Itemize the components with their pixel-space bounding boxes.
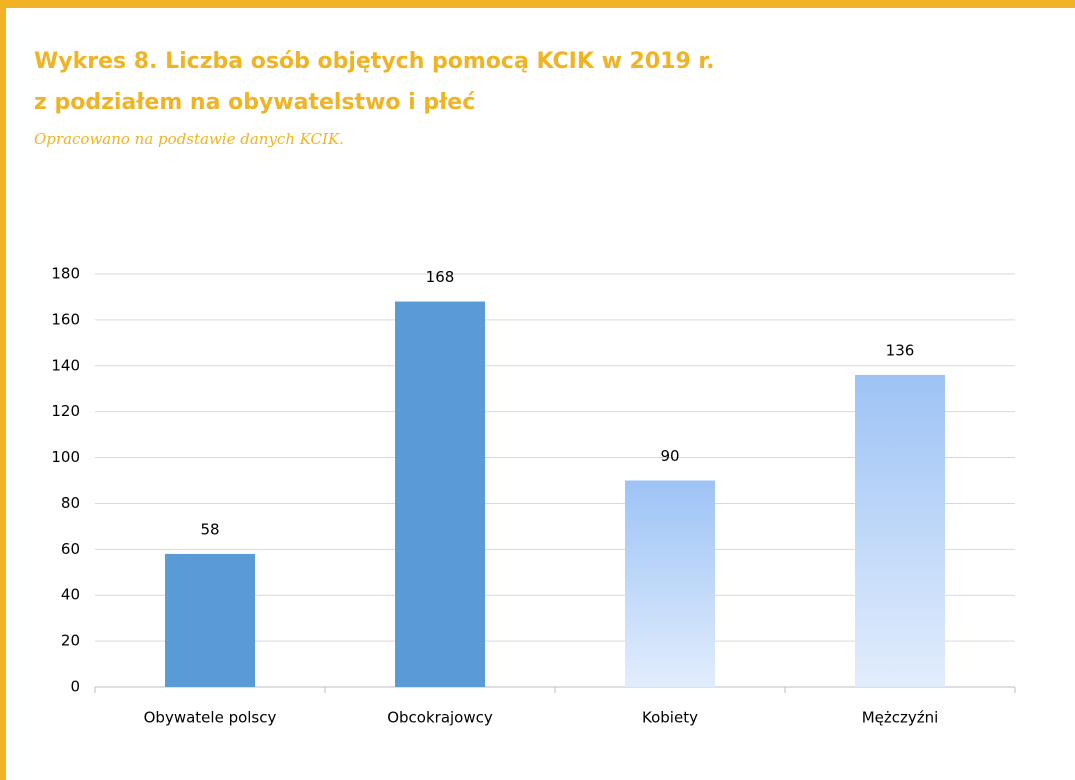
data-label: 136	[886, 341, 915, 359]
bar	[855, 374, 945, 687]
y-tick-label: 100	[51, 448, 80, 466]
data-label: 90	[660, 447, 679, 465]
y-tick-label: 160	[51, 310, 80, 328]
chart-title: Wykres 8. Liczba osób objętych pomocą KC…	[34, 49, 715, 74]
y-tick-label: 80	[61, 494, 80, 512]
bar	[395, 301, 485, 687]
y-tick-label: 20	[61, 632, 80, 650]
x-tick-label: Obywatele polscy	[144, 709, 277, 727]
frame-left	[0, 0, 6, 780]
y-tick-label: 120	[51, 402, 80, 420]
y-tick-label: 0	[70, 678, 80, 696]
x-tick-label: Kobiety	[642, 709, 698, 727]
chart-subtitle: Opracowano na podstawie danych KCIK.	[34, 130, 344, 148]
data-label: 168	[426, 268, 455, 286]
frame-top	[0, 0, 1075, 8]
bar	[625, 480, 715, 687]
x-tick-label: Mężczyźni	[862, 709, 939, 727]
data-label: 58	[200, 520, 219, 538]
y-tick-label: 60	[61, 540, 80, 558]
y-tick-label: 180	[51, 265, 80, 283]
x-tick-label: Obcokrajowcy	[387, 709, 493, 727]
chart-title: z podziałem na obywatelstwo i płeć	[34, 90, 475, 115]
bar	[165, 553, 255, 687]
y-tick-label: 40	[61, 586, 80, 604]
y-tick-label: 140	[51, 356, 80, 374]
